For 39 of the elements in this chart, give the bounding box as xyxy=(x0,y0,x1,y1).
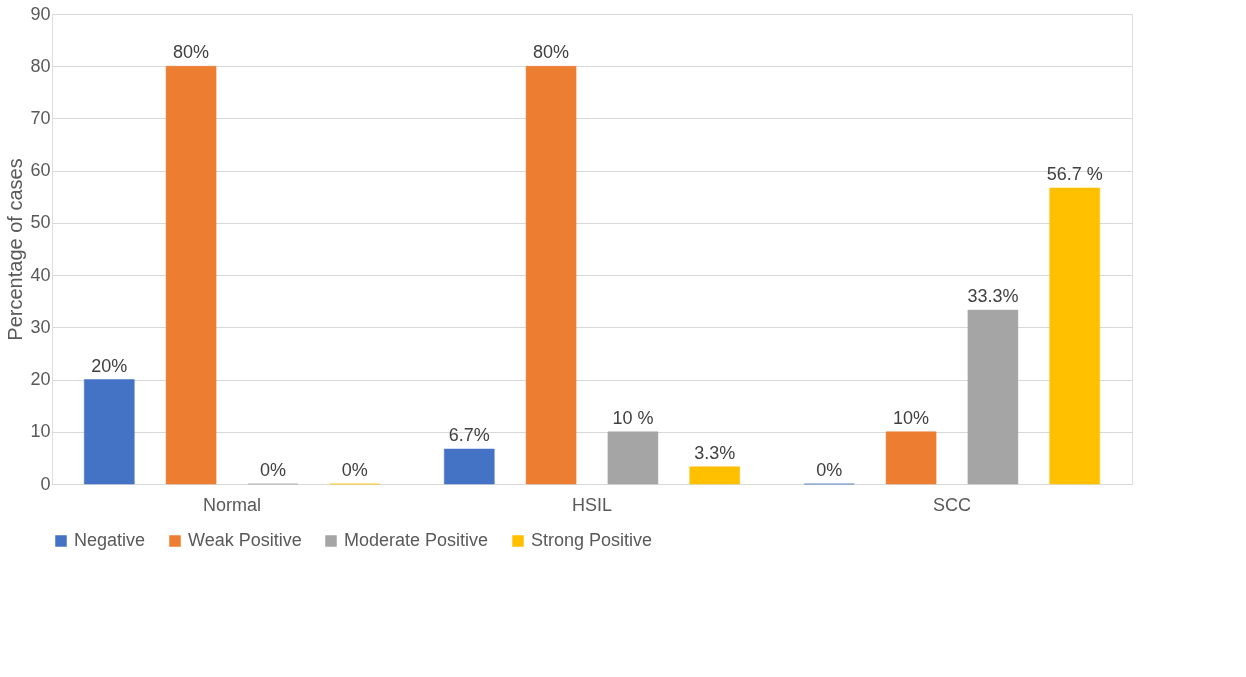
data-label: 33.3% xyxy=(967,286,1019,307)
bar xyxy=(1049,187,1100,485)
bar xyxy=(525,65,577,485)
data-label: 10 % xyxy=(612,407,654,428)
y-tick-label: 50 xyxy=(30,212,51,233)
bar xyxy=(967,309,1019,485)
legend-label: Weak Positive xyxy=(188,530,302,550)
bar xyxy=(885,431,937,485)
bar xyxy=(84,379,135,485)
data-label: 80% xyxy=(533,42,570,63)
y-tick-label: 70 xyxy=(30,107,51,128)
data-label: 10% xyxy=(893,407,930,428)
y-tick-label: 60 xyxy=(30,160,51,181)
data-label: 56.7 % xyxy=(1046,163,1103,184)
legend-label: Strong Positive xyxy=(531,530,653,550)
legend-label: Moderate Positive xyxy=(344,530,489,550)
data-label: 0% xyxy=(341,460,368,480)
y-tick-label: 30 xyxy=(30,316,51,337)
legend-label: Negative xyxy=(74,530,146,550)
y-tick-label: 90 xyxy=(30,3,51,24)
bar xyxy=(689,466,740,485)
x-tick-label: SCC xyxy=(932,494,972,515)
y-tick-label: 20 xyxy=(30,369,51,390)
x-tick-label: Normal xyxy=(202,494,262,515)
data-label: 0% xyxy=(259,460,286,480)
y-tick-label: 80 xyxy=(30,55,51,76)
data-label: 6.7% xyxy=(448,425,490,446)
y-tick-label: 0 xyxy=(40,473,51,494)
data-label: 80% xyxy=(173,42,210,63)
bar xyxy=(444,448,495,485)
data-label: 3.3% xyxy=(694,442,736,463)
y-axis-title: Percentage of cases xyxy=(4,158,27,341)
data-label: 0% xyxy=(816,460,843,480)
y-tick-label: 40 xyxy=(30,264,51,285)
bar xyxy=(165,65,217,485)
data-label: 20% xyxy=(91,355,128,376)
x-tick-label: HSIL xyxy=(571,494,613,515)
bar xyxy=(607,431,659,485)
y-tick-label: 10 xyxy=(30,421,51,442)
